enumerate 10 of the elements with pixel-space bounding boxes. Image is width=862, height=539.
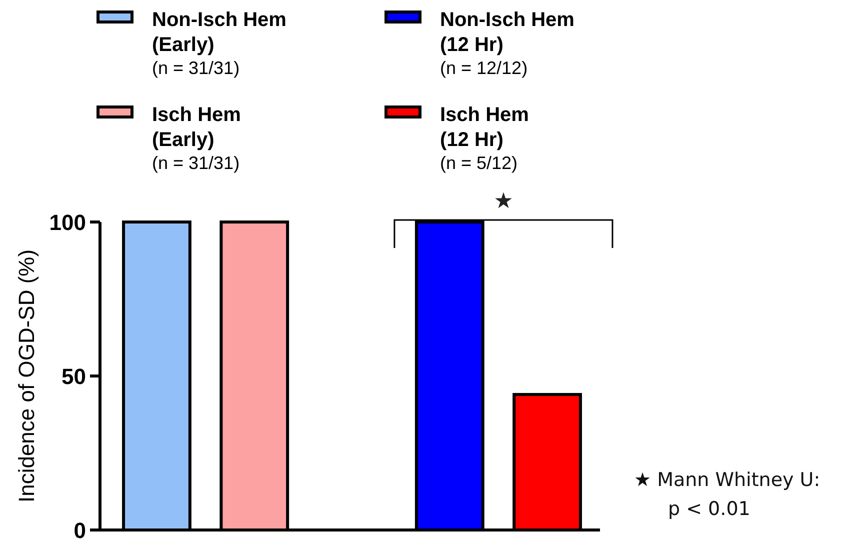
y-tick-label: 0: [74, 518, 86, 539]
legend-label: Non-Isch Hem (12 Hr) (n = 12/12): [440, 9, 574, 78]
legend-label: Isch Hem (Early) (n = 31/31): [152, 104, 241, 173]
y-tick-label: 50: [62, 364, 86, 389]
text: ★ Mann Whitney U: p < 0.01: [634, 469, 820, 520]
y-tick-label: 100: [49, 210, 86, 235]
legend-label: Isch Hem (12 Hr) (n = 5/12): [440, 104, 529, 173]
legend-label: Non-Isch Hem (Early) (n = 31/31): [152, 9, 286, 78]
text: ★: [494, 189, 514, 214]
y-axis-title: Incidence of OGD-SD (%): [14, 249, 39, 503]
